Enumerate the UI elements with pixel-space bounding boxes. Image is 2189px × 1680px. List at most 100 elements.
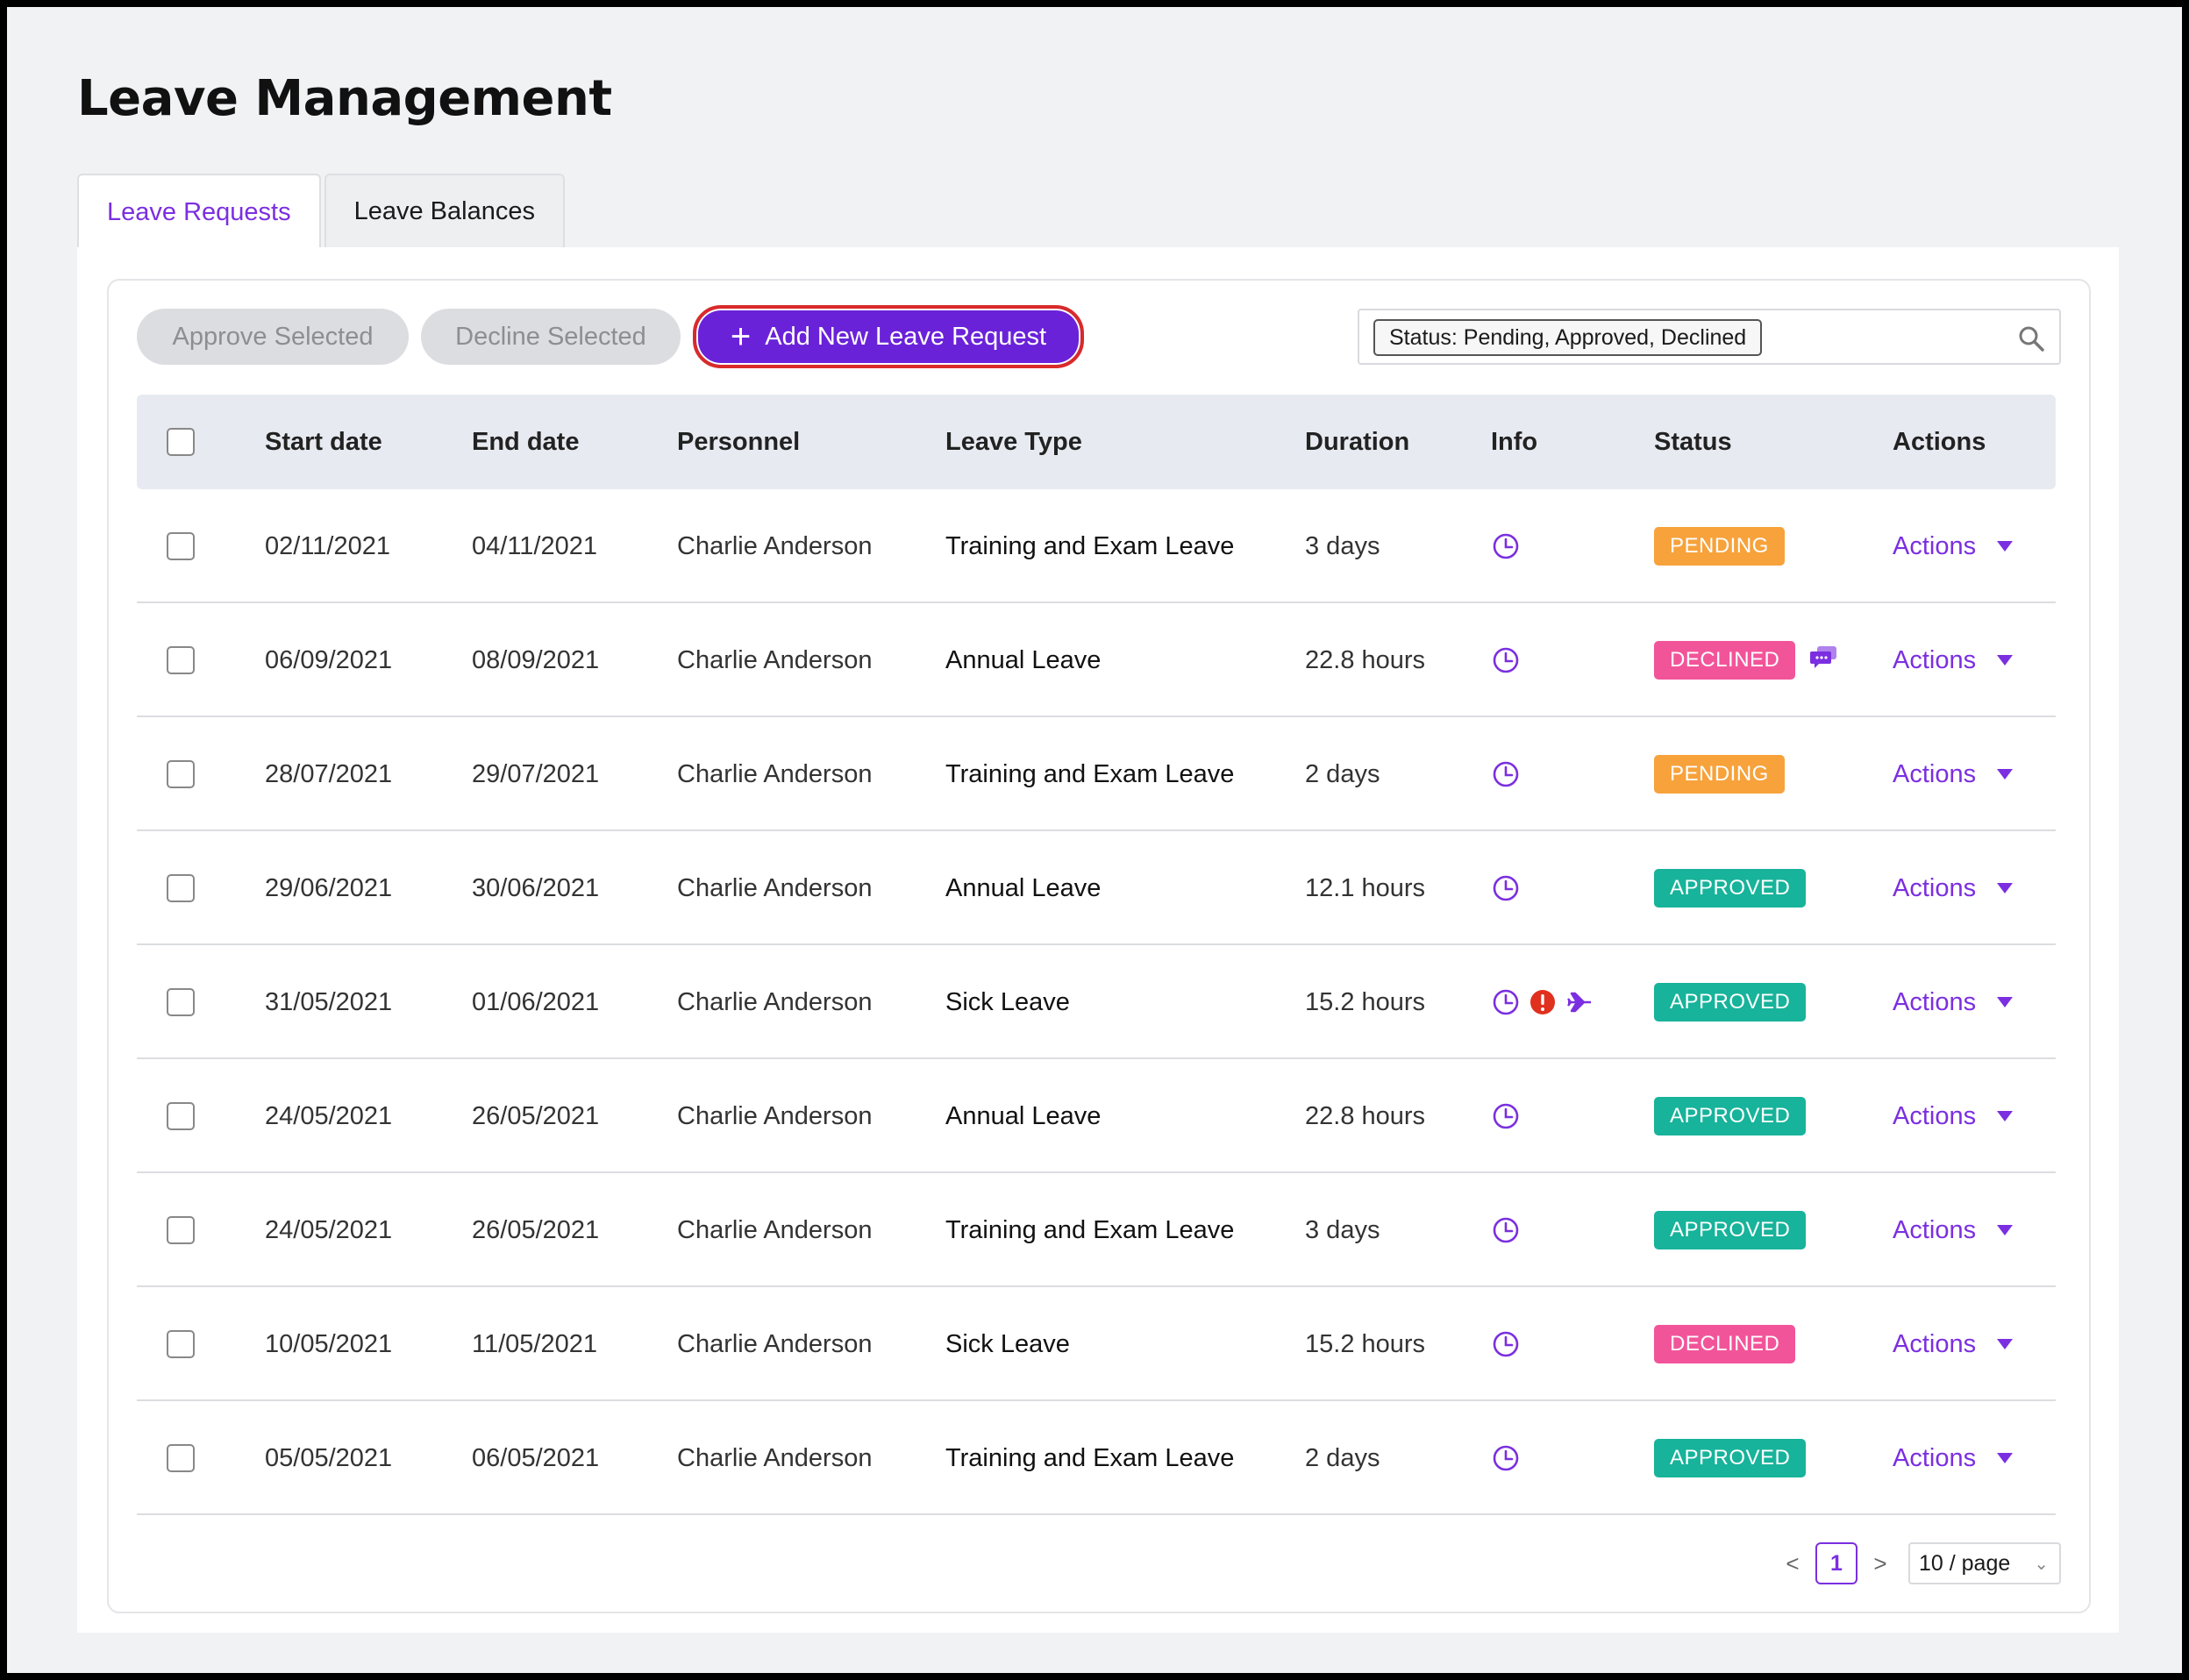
actions-dropdown[interactable]: Actions bbox=[1893, 760, 2014, 789]
actions-cell: Actions bbox=[1893, 489, 2014, 603]
toolbar: Approve Selected Decline Selected + Add … bbox=[137, 305, 2061, 368]
row-checkbox[interactable] bbox=[167, 760, 195, 788]
table-row: 02/11/2021 04/11/2021 Charlie Anderson Trai… bbox=[137, 489, 2056, 603]
alert-icon[interactable] bbox=[1528, 987, 1558, 1017]
end-date-cell: 08/09/2021 bbox=[472, 645, 600, 674]
row-checkbox[interactable] bbox=[167, 532, 195, 560]
status-cell: APPROVED bbox=[1654, 1401, 1807, 1515]
start-date-cell: 24/05/2021 bbox=[265, 1215, 393, 1244]
status-badge: APPROVED bbox=[1654, 983, 1807, 1022]
tab-leave-requests[interactable]: Leave Requests bbox=[77, 174, 321, 249]
status-badge: DECLINED bbox=[1654, 641, 1796, 680]
header-status[interactable]: Status bbox=[1654, 427, 1732, 456]
header-start-date[interactable]: Start date bbox=[265, 427, 382, 456]
status-cell: APPROVED bbox=[1654, 831, 1807, 945]
clock-icon[interactable] bbox=[1491, 531, 1521, 561]
personnel-cell: Charlie Anderson bbox=[677, 531, 873, 560]
actions-label: Actions bbox=[1893, 987, 1977, 1016]
row-checkbox[interactable] bbox=[167, 646, 195, 674]
page-number-current[interactable]: 1 bbox=[1815, 1542, 1857, 1584]
row-checkbox[interactable] bbox=[167, 988, 195, 1016]
row-checkbox[interactable] bbox=[167, 1216, 195, 1244]
next-page-button[interactable]: > bbox=[1873, 1549, 1887, 1577]
row-checkbox[interactable] bbox=[167, 1444, 195, 1472]
tab-panel: Approve Selected Decline Selected + Add … bbox=[77, 247, 2119, 1633]
table-row: 05/05/2021 06/05/2021 Charlie Anderson Trai… bbox=[137, 1401, 2056, 1515]
duration-cell: 3 days bbox=[1305, 531, 1380, 560]
end-date-cell: 26/05/2021 bbox=[472, 1215, 600, 1244]
actions-dropdown[interactable]: Actions bbox=[1893, 1102, 2014, 1131]
clock-icon[interactable] bbox=[1491, 1329, 1521, 1359]
status-badge: PENDING bbox=[1654, 755, 1785, 794]
personnel-cell: Charlie Anderson bbox=[677, 1329, 873, 1358]
row-checkbox[interactable] bbox=[167, 874, 195, 902]
plane-icon[interactable] bbox=[1565, 987, 1594, 1017]
table-row: 24/05/2021 26/05/2021 Charlie Anderson Trai… bbox=[137, 1173, 2056, 1287]
start-date-cell: 02/11/2021 bbox=[265, 531, 390, 560]
actions-dropdown[interactable]: Actions bbox=[1893, 645, 2014, 675]
status-filter-tag[interactable]: Status: Pending, Approved, Declined bbox=[1373, 319, 1763, 356]
header-leave-type[interactable]: Leave Type bbox=[945, 427, 1082, 456]
row-checkbox[interactable] bbox=[167, 1102, 195, 1130]
actions-dropdown[interactable]: Actions bbox=[1893, 1215, 2014, 1245]
personnel-cell: Charlie Anderson bbox=[677, 987, 873, 1016]
end-date-cell: 11/05/2021 bbox=[472, 1329, 597, 1358]
personnel-cell: Charlie Anderson bbox=[677, 1101, 873, 1130]
prev-page-button[interactable]: < bbox=[1786, 1549, 1800, 1577]
caret-down-icon bbox=[1997, 1339, 2014, 1349]
row-checkbox[interactable] bbox=[167, 1330, 195, 1358]
caret-down-icon bbox=[1997, 1225, 2014, 1235]
page-size-select[interactable]: 10 / page ⌄ bbox=[1908, 1542, 2061, 1584]
actions-label: Actions bbox=[1893, 1215, 1977, 1244]
table-header: Start date End date Personnel Leave Type… bbox=[137, 395, 2056, 489]
end-date-cell: 30/06/2021 bbox=[472, 873, 600, 902]
end-date-cell: 01/06/2021 bbox=[472, 987, 600, 1016]
clock-icon[interactable] bbox=[1491, 759, 1521, 789]
header-personnel[interactable]: Personnel bbox=[677, 427, 801, 456]
tab-leave-balances[interactable]: Leave Balances bbox=[324, 174, 565, 247]
clock-icon[interactable] bbox=[1491, 1443, 1521, 1473]
header-duration[interactable]: Duration bbox=[1305, 427, 1410, 456]
app-frame: Leave Management Leave Requests Leave Ba… bbox=[7, 7, 2182, 1673]
caret-down-icon bbox=[1997, 1111, 2014, 1121]
status-filter-input[interactable]: Status: Pending, Approved, Declined bbox=[1358, 309, 2061, 365]
header-end-date[interactable]: End date bbox=[472, 427, 580, 456]
clock-icon[interactable] bbox=[1491, 645, 1521, 675]
duration-cell: 15.2 hours bbox=[1305, 1329, 1426, 1358]
table-row: 28/07/2021 29/07/2021 Charlie Anderson Trai… bbox=[137, 717, 2056, 831]
info-cell bbox=[1491, 1059, 1521, 1173]
search-icon[interactable] bbox=[2017, 324, 2045, 352]
header-info: Info bbox=[1491, 427, 1538, 456]
decline-selected-button[interactable]: Decline Selected bbox=[421, 309, 681, 365]
actions-dropdown[interactable]: Actions bbox=[1893, 874, 2014, 903]
actions-cell: Actions bbox=[1893, 831, 2014, 945]
info-cell bbox=[1491, 489, 1521, 603]
actions-label: Actions bbox=[1893, 1443, 1977, 1472]
comment-icon[interactable] bbox=[1809, 643, 1839, 673]
status-badge: DECLINED bbox=[1654, 1325, 1796, 1363]
table-body: 02/11/2021 04/11/2021 Charlie Anderson Trai… bbox=[137, 489, 2056, 1515]
personnel-cell: Charlie Anderson bbox=[677, 1215, 873, 1244]
actions-label: Actions bbox=[1893, 645, 1977, 674]
requests-card: Approve Selected Decline Selected + Add … bbox=[107, 279, 2091, 1613]
actions-dropdown[interactable]: Actions bbox=[1893, 1330, 2014, 1359]
clock-icon[interactable] bbox=[1491, 873, 1521, 903]
status-cell: APPROVED bbox=[1654, 945, 1807, 1059]
clock-icon[interactable] bbox=[1491, 987, 1521, 1017]
end-date-cell: 29/07/2021 bbox=[472, 759, 600, 788]
table-row: 31/05/2021 01/06/2021 Charlie Anderson Sick… bbox=[137, 945, 2056, 1059]
caret-down-icon bbox=[1997, 769, 2014, 779]
clock-icon[interactable] bbox=[1491, 1101, 1521, 1131]
leave-type-cell: Annual Leave bbox=[945, 873, 1102, 902]
actions-cell: Actions bbox=[1893, 1401, 2014, 1515]
header-actions: Actions bbox=[1893, 427, 1986, 456]
actions-dropdown[interactable]: Actions bbox=[1893, 1443, 2014, 1473]
actions-dropdown[interactable]: Actions bbox=[1893, 532, 2014, 561]
caret-down-icon bbox=[1997, 997, 2014, 1007]
select-all-checkbox[interactable] bbox=[167, 428, 195, 456]
add-leave-request-button[interactable]: + Add New Leave Request bbox=[693, 305, 1084, 368]
actions-dropdown[interactable]: Actions bbox=[1893, 987, 2014, 1017]
approve-selected-button[interactable]: Approve Selected bbox=[137, 309, 409, 365]
duration-cell: 22.8 hours bbox=[1305, 645, 1426, 674]
clock-icon[interactable] bbox=[1491, 1215, 1521, 1245]
